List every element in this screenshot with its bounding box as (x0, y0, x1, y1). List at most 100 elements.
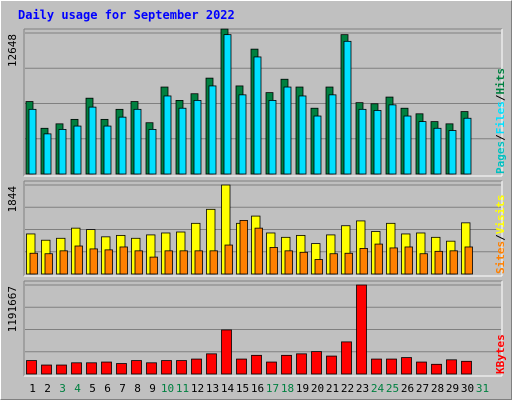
x-tick-label: 3 (59, 382, 66, 395)
bar-files (358, 108, 367, 175)
panel-volume: 1191667 KBytes (6, 280, 507, 377)
bar-files (238, 94, 247, 175)
bar-files (313, 115, 322, 175)
bar-kbytes (416, 361, 427, 375)
legend-item: Hits (494, 68, 507, 95)
bar-sites (404, 246, 413, 275)
bar-kbytes (221, 329, 232, 375)
y-max-label: 12648 (6, 34, 19, 67)
bar-kbytes (236, 358, 247, 375)
bar-files (298, 95, 307, 175)
bar-files (343, 40, 352, 175)
x-tick-label: 16 (251, 382, 264, 395)
bar-sites (464, 246, 473, 275)
bar-kbytes (86, 362, 97, 375)
bar-kbytes (356, 284, 367, 375)
bar-kbytes (341, 341, 352, 375)
plot-background (24, 281, 502, 376)
bar-sites (164, 250, 173, 275)
x-tick-label: 2 (44, 382, 51, 395)
bar-files (178, 107, 187, 175)
legend-item: KBytes (494, 334, 507, 374)
bar-kbytes (206, 353, 217, 375)
x-tick-label: 26 (401, 382, 414, 395)
bar-files (103, 125, 112, 175)
bar-files (403, 115, 412, 175)
x-tick-label: 28 (431, 382, 444, 395)
bar-sites (419, 253, 428, 275)
x-tick-label: 22 (341, 382, 354, 395)
bar-sites (29, 252, 38, 275)
bar-kbytes (311, 351, 322, 375)
bar-kbytes (326, 355, 337, 375)
bar-sites (329, 253, 338, 275)
x-tick-label: 12 (191, 382, 204, 395)
bar-files (58, 129, 67, 175)
bar-kbytes (431, 363, 442, 375)
x-tick-label: 10 (161, 382, 174, 395)
bar-files (328, 94, 337, 175)
bar-sites (314, 259, 323, 275)
bar-files (463, 117, 472, 175)
x-tick-label: 27 (416, 382, 429, 395)
bar-kbytes (461, 360, 472, 375)
y-max-label: 1191667 (6, 286, 19, 332)
chart-panels: 12648Pages/Files/Hits1844Sites/Visits119… (6, 28, 507, 377)
bar-sites (359, 248, 368, 275)
bar-sites (434, 250, 443, 275)
bar-kbytes (41, 364, 52, 375)
bar-kbytes (191, 358, 202, 375)
x-tick-label: 6 (104, 382, 111, 395)
x-tick-label: 18 (281, 382, 294, 395)
bar-sites (74, 245, 83, 275)
bar-sites (134, 250, 143, 275)
x-tick-label: 1 (29, 382, 36, 395)
legend-item: Pages (494, 141, 507, 174)
x-axis-labels: 1 2 3 4 5 6 7 8 9 10 11 12 13 14 15 16 17 18 19 20 21 22 23 24 2… (29, 382, 489, 395)
bar-kbytes (281, 354, 292, 375)
bar-kbytes (146, 362, 157, 375)
bar-sites (44, 253, 53, 275)
legend-item: Visits (494, 195, 507, 235)
bar-kbytes (56, 364, 67, 375)
bar-files (223, 34, 232, 175)
bar-sites (104, 249, 113, 275)
bar-files (253, 56, 262, 175)
panel-visitors: 1844 Sites/Visits (6, 180, 507, 277)
bar-files (118, 116, 127, 175)
chart-title: Daily usage for September 2022 (18, 8, 235, 22)
bar-sites (374, 243, 383, 275)
x-tick-label: 24 (371, 382, 385, 395)
bar-kbytes (296, 353, 307, 375)
x-tick-label: 13 (206, 382, 219, 395)
bar-files (268, 100, 277, 175)
bar-kbytes (386, 358, 397, 375)
bar-files (43, 133, 52, 175)
bar-files (433, 127, 442, 175)
x-tick-label: 19 (296, 382, 309, 395)
bar-kbytes (401, 357, 412, 375)
bar-kbytes (266, 361, 277, 375)
x-tick-label: 14 (221, 382, 235, 395)
x-tick-label: 15 (236, 382, 249, 395)
x-tick-label: 4 (74, 382, 81, 395)
x-tick-label: 25 (386, 382, 399, 395)
bar-kbytes (26, 360, 37, 375)
legend-usage: Pages/Files/Hits (494, 68, 507, 174)
legend-item: Sites (494, 241, 507, 274)
x-tick-label: 30 (461, 382, 474, 395)
bar-files (28, 108, 37, 175)
x-tick-label: 31 (476, 382, 489, 395)
bar-sites (389, 247, 398, 275)
bar-sites (149, 256, 158, 275)
x-tick-label: 21 (326, 382, 339, 395)
bar-files (88, 106, 97, 175)
legend-separator: / (494, 94, 507, 101)
bar-sites (299, 251, 308, 275)
bar-files (148, 129, 157, 175)
y-max-label: 1844 (6, 186, 19, 213)
x-tick-label: 23 (356, 382, 369, 395)
bar-files (448, 130, 457, 175)
bar-files (163, 95, 172, 175)
